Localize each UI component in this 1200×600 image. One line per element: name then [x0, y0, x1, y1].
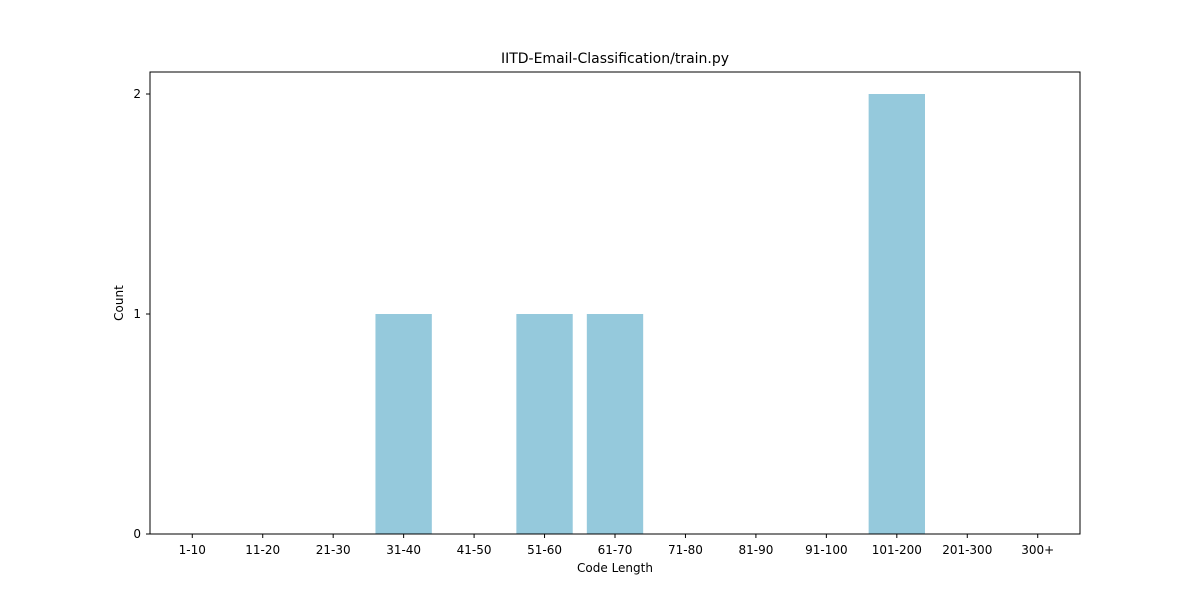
y-tick-label: 2 [133, 87, 141, 101]
bars-layer [375, 94, 925, 534]
x-axis-ticks: 1-10 11-20 21-30 31-40 41-50 51-60 61-70 71-80 8… [179, 534, 1054, 557]
y-tick-label: 1 [133, 307, 141, 321]
x-tick-label: 51-60 [527, 543, 562, 557]
x-tick-label: 81-90 [738, 543, 773, 557]
x-tick-label: 41-50 [457, 543, 492, 557]
y-axis-label: Count [112, 285, 126, 321]
x-tick-label: 61-70 [598, 543, 633, 557]
x-axis-label: Code Length [577, 561, 653, 575]
y-tick-label: 0 [133, 527, 141, 541]
x-tick-label: 101-200 [872, 543, 922, 557]
x-tick-label: 11-20 [245, 543, 280, 557]
x-tick-label: 1-10 [179, 543, 206, 557]
x-tick-label: 201-300 [942, 543, 992, 557]
x-tick-label: 300+ [1021, 543, 1054, 557]
bar-51-60 [516, 314, 573, 534]
x-tick-label: 21-30 [316, 543, 351, 557]
y-axis-ticks: 0 1 2 [133, 87, 150, 541]
bar-31-40 [375, 314, 432, 534]
bar-61-70 [586, 314, 644, 534]
bar-101-200 [868, 94, 925, 534]
x-tick-label: 71-80 [668, 543, 703, 557]
chart-title: IITD-Email-Classification/train.py [501, 51, 729, 67]
x-tick-label: 91-100 [805, 543, 848, 557]
x-tick-label: 31-40 [386, 543, 421, 557]
